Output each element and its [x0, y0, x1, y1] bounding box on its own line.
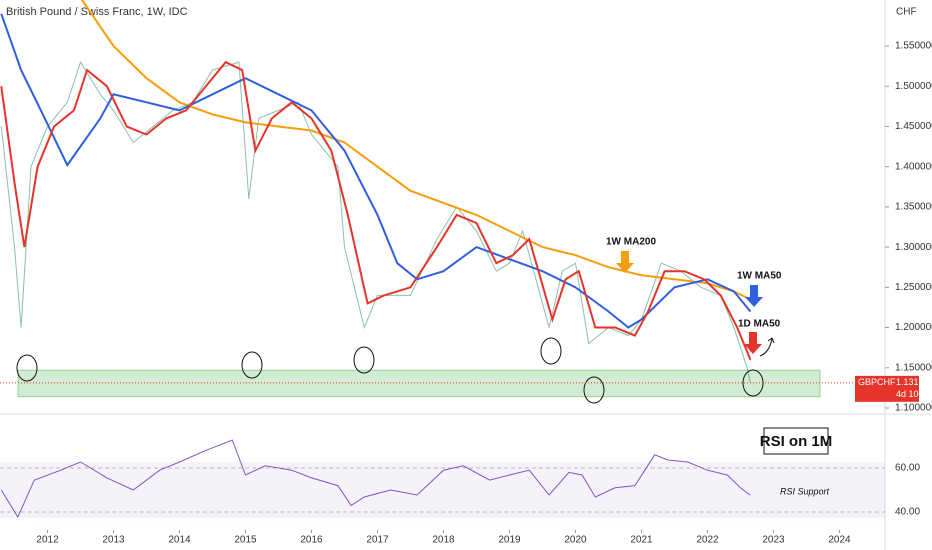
- circle: [16, 354, 38, 382]
- y-tick-label: 1.100000: [895, 403, 932, 414]
- y-tick-label: 1.200000: [895, 322, 932, 333]
- y-tick-label: 1.250000: [895, 282, 932, 293]
- rsi-tick-label: 40.00: [895, 507, 920, 518]
- x-tick-label: 2016: [300, 535, 323, 546]
- rsi-title-box: [763, 427, 829, 455]
- ma200-arrow: [616, 251, 634, 273]
- countdown: 4d 10h: [896, 389, 924, 399]
- x-tick-label: 2020: [564, 535, 587, 546]
- circle: [540, 337, 562, 365]
- y-tick-label: 1.450000: [895, 121, 932, 132]
- x-tick-label: 2023: [762, 535, 785, 546]
- circle: [241, 351, 263, 379]
- currency: CHF: [896, 7, 917, 18]
- ma200-label: 1W MA200: [606, 237, 656, 248]
- x-tick-label: 2018: [432, 535, 455, 546]
- circle: [583, 376, 605, 404]
- ma50-label: 1W MA50: [737, 271, 782, 282]
- x-tick-label: 2012: [36, 535, 59, 546]
- dma50-label: 1D MA50: [738, 319, 781, 330]
- ma50-arrow: [745, 285, 763, 307]
- rsi-line: [0, 439, 751, 519]
- symbol-label: GBPCHF: [858, 377, 896, 387]
- y-tick-label: 1.550000: [895, 41, 932, 52]
- rsi-title: RSI on 1M: [760, 433, 833, 450]
- x-tick-label: 2022: [696, 535, 719, 546]
- x-tick-label: 2013: [102, 535, 125, 546]
- ma-line: [0, 60, 752, 361]
- chart-title: British Pound / Swiss Franc, 1W, IDC: [6, 6, 188, 18]
- x-tick-label: 2015: [234, 535, 257, 546]
- y-tick-label: 1.400000: [895, 161, 932, 172]
- y-tick-label: 1.350000: [895, 202, 932, 213]
- dma50-arrow: [744, 332, 762, 354]
- x-tick-label: 2019: [498, 535, 521, 546]
- price-line: [0, 60, 751, 384]
- x-tick-label: 2017: [366, 535, 389, 546]
- support-zone: [17, 369, 821, 398]
- y-tick-label: 1.300000: [895, 242, 932, 253]
- circle: [353, 346, 375, 374]
- ma-line: [0, 13, 752, 329]
- x-tick-label: 2014: [168, 535, 191, 546]
- bounce-arrow: [759, 337, 775, 357]
- x-tick-label: 2024: [828, 535, 851, 546]
- last-price-label: 1.131250: [896, 377, 932, 387]
- low-circles: [16, 337, 764, 404]
- ma-line: [80, 0, 751, 301]
- rsi-tick-label: 60.00: [895, 463, 920, 474]
- last-price-box: [855, 375, 919, 402]
- rsi-support-label: RSI Support: [780, 486, 830, 496]
- y-tick-label: 1.500000: [895, 81, 932, 92]
- y-tick-label: 1.150000: [895, 362, 932, 373]
- x-tick-label: 2021: [630, 535, 653, 546]
